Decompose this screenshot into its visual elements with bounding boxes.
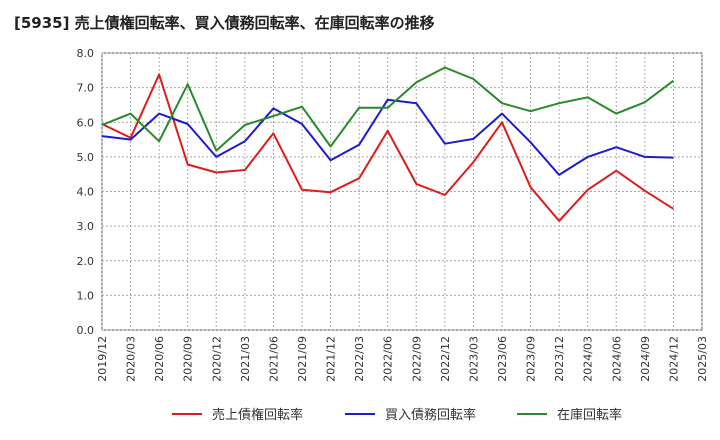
- x-tick-label: 2022/03: [353, 336, 366, 382]
- x-tick-label: 2021/12: [325, 336, 338, 382]
- x-tick-label: 2020/03: [125, 336, 138, 382]
- y-tick-label: 6.0: [77, 116, 95, 129]
- x-tick-label: 2022/06: [382, 336, 395, 382]
- grid-layer: [101, 52, 703, 331]
- x-tick-label: 2024/09: [639, 336, 652, 382]
- x-tick-label: 2020/06: [153, 336, 166, 382]
- x-tick-label: 2023/09: [525, 336, 538, 382]
- legend-label: 在庫回転率: [557, 407, 622, 423]
- y-tick-label: 4.0: [77, 186, 95, 199]
- x-tick-label: 2024/03: [582, 336, 595, 382]
- x-tick-label: 2023/12: [553, 336, 566, 382]
- y-tick-label: 1.0: [77, 289, 95, 302]
- series-layer: [101, 66, 675, 222]
- x-tick-label: 2019/12: [96, 336, 109, 382]
- x-tick-label: 2024/12: [667, 336, 680, 382]
- x-tick-label: 2024/06: [610, 336, 623, 382]
- x-tick-label: 2022/12: [439, 336, 452, 382]
- x-tick-label: 2025/03: [696, 336, 709, 382]
- legend-label: 売上債権回転率: [212, 407, 303, 423]
- x-tick-label: 2021/06: [267, 336, 280, 382]
- y-tick-label: 5.0: [77, 151, 95, 164]
- y-tick-label: 3.0: [77, 220, 95, 233]
- series-line-3: [101, 66, 675, 152]
- legend-label: 買入債務回転率: [385, 407, 476, 423]
- x-tick-label: 2020/09: [182, 336, 195, 382]
- y-tick-label: 0.0: [77, 324, 95, 337]
- legend: 売上債権回転率 買入債務回転率 在庫回転率: [172, 407, 622, 423]
- x-tick-label: 2023/03: [467, 336, 480, 382]
- x-tick-label: 2021/03: [239, 336, 252, 382]
- y-tick-label: 8.0: [77, 47, 95, 60]
- x-tick-label: 2020/12: [210, 336, 223, 382]
- x-tick-label: 2021/09: [296, 336, 309, 382]
- axis-layer: 0.0 1.0 2.0 3.0 4.0 5.0 6.0 7.0 8.0 2019/12 2020/0…: [77, 47, 710, 382]
- x-tick-label: 2023/06: [496, 336, 509, 382]
- chart-title: [5935] 売上債権回転率、買入債務回転率、在庫回転率の推移: [14, 14, 435, 32]
- series-line-2: [101, 98, 674, 176]
- y-tick-label: 2.0: [77, 255, 95, 268]
- x-tick-label: 2022/09: [410, 336, 423, 382]
- series-line-1: [101, 73, 674, 222]
- y-tick-label: 7.0: [77, 82, 95, 95]
